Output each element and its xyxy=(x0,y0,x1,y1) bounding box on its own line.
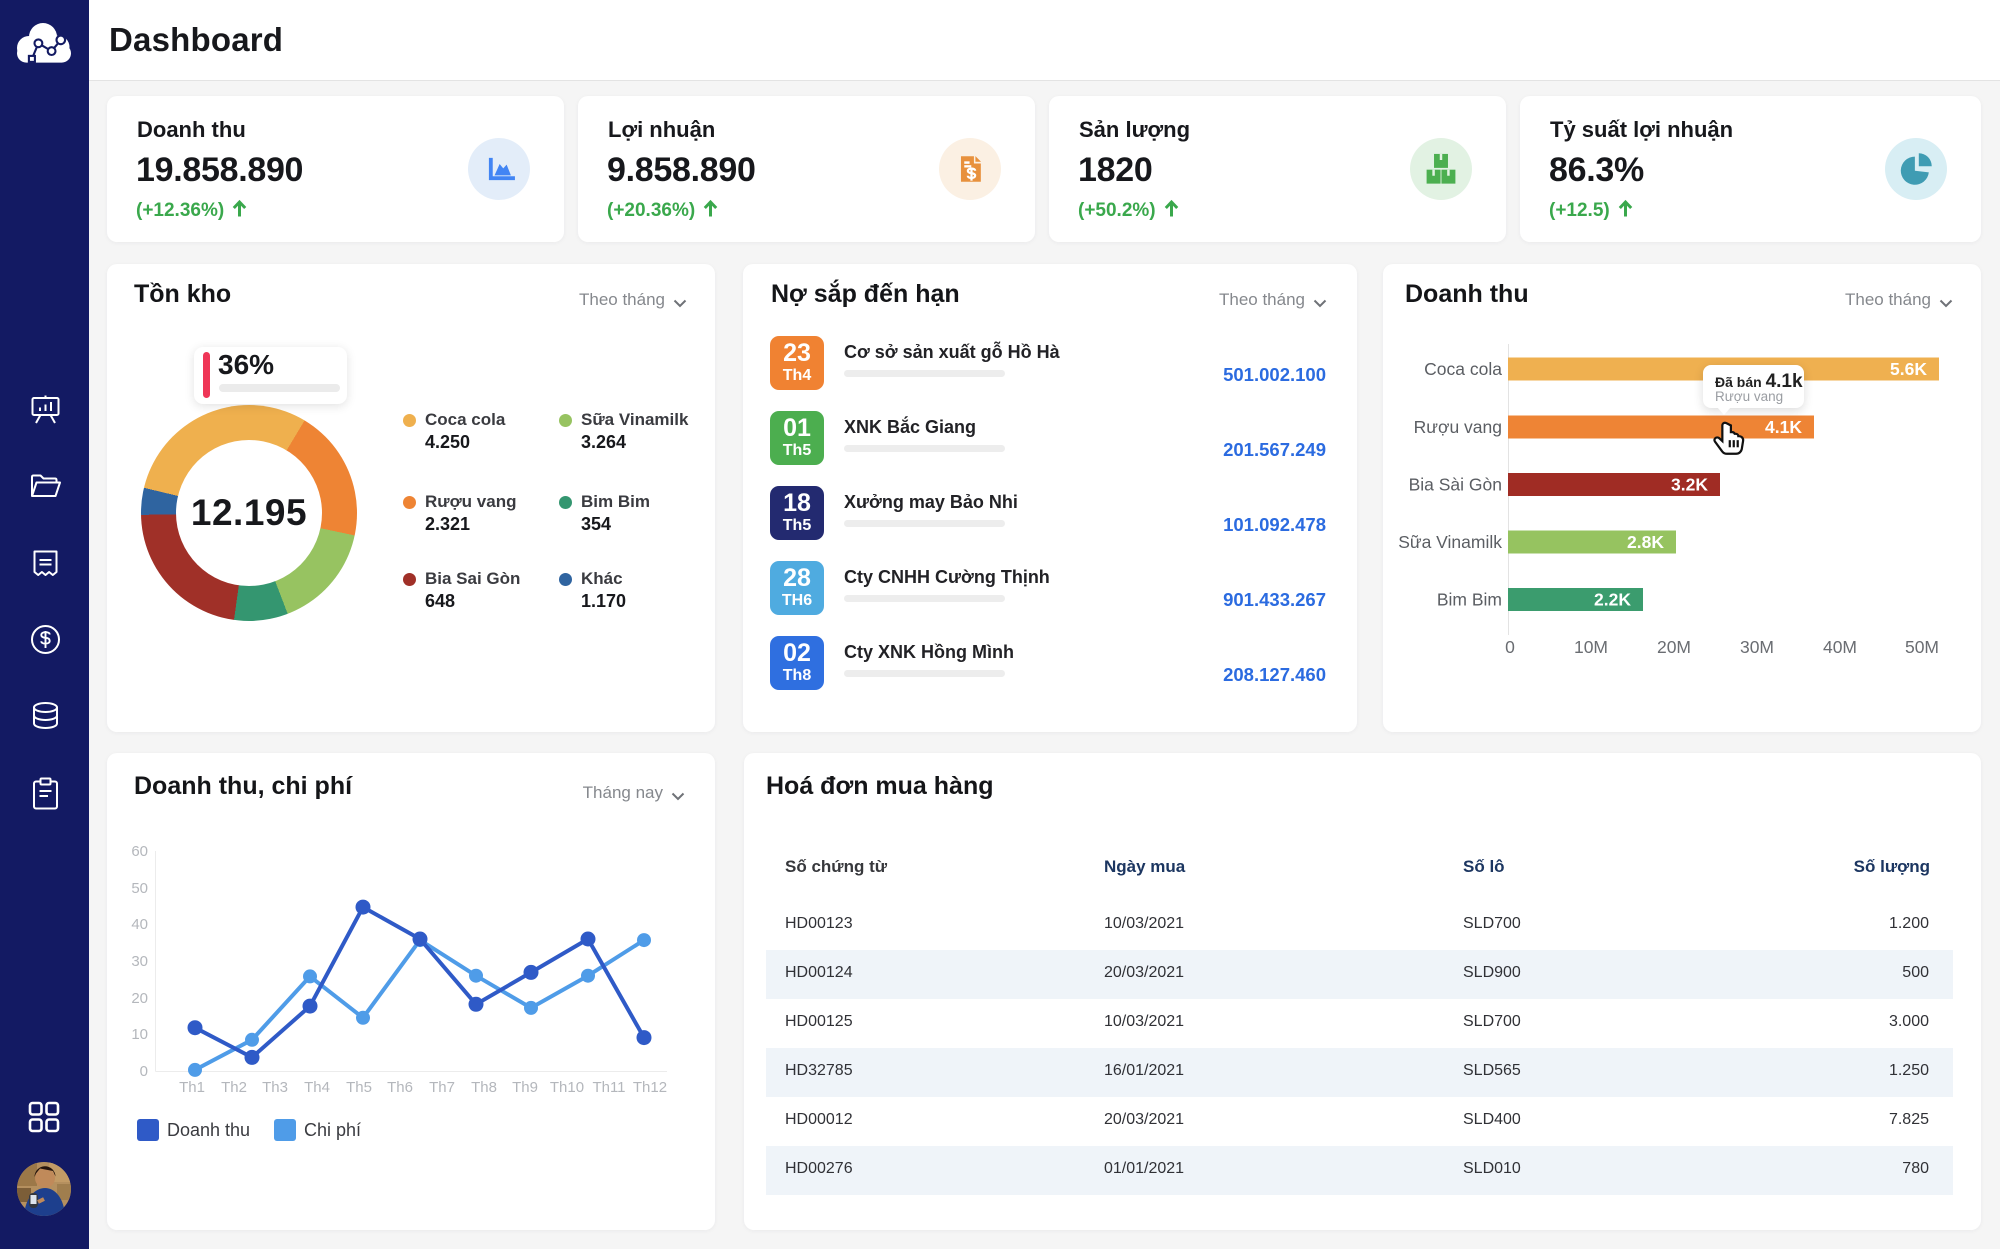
svg-text:Coca cola: Coca cola xyxy=(1424,359,1502,379)
svg-text:Th1: Th1 xyxy=(179,1079,205,1096)
svg-text:40M: 40M xyxy=(1823,637,1857,657)
svg-text:5.6K: 5.6K xyxy=(1890,359,1927,379)
svg-text:Sữa Vinamilk: Sữa Vinamilk xyxy=(1398,532,1502,552)
svg-text:30M: 30M xyxy=(1740,637,1774,657)
svg-text:50M: 50M xyxy=(1905,637,1939,657)
svg-text:Rượu vang: Rượu vang xyxy=(1414,417,1502,437)
svg-text:60: 60 xyxy=(131,843,148,860)
svg-text:Chi phí: Chi phí xyxy=(304,1120,361,1140)
svg-text:Th9: Th9 xyxy=(512,1079,538,1096)
svg-text:0: 0 xyxy=(1505,637,1515,657)
svg-text:20M: 20M xyxy=(1657,637,1691,657)
svg-text:Th8: Th8 xyxy=(471,1079,497,1096)
svg-text:Th10: Th10 xyxy=(550,1079,584,1096)
svg-text:Th5: Th5 xyxy=(346,1079,372,1096)
svg-text:Th3: Th3 xyxy=(262,1079,288,1096)
svg-text:Th7: Th7 xyxy=(429,1079,455,1096)
svg-text:2.8K: 2.8K xyxy=(1627,532,1664,552)
svg-text:Th2: Th2 xyxy=(221,1079,247,1096)
svg-text:0: 0 xyxy=(140,1063,148,1080)
svg-text:Bim Bim: Bim Bim xyxy=(1437,590,1502,610)
svg-text:30: 30 xyxy=(131,953,148,970)
svg-text:50: 50 xyxy=(131,880,148,897)
svg-text:4.1K: 4.1K xyxy=(1765,417,1802,437)
svg-text:20: 20 xyxy=(131,990,148,1007)
svg-text:40: 40 xyxy=(131,916,148,933)
svg-text:Doanh thu: Doanh thu xyxy=(167,1120,250,1140)
svg-text:Th6: Th6 xyxy=(387,1079,413,1096)
svg-text:2.2K: 2.2K xyxy=(1594,590,1631,610)
svg-text:Bia Sài Gòn: Bia Sài Gòn xyxy=(1409,475,1502,495)
svg-text:3.2K: 3.2K xyxy=(1671,475,1708,495)
svg-text:Th4: Th4 xyxy=(304,1079,330,1096)
svg-text:Th12: Th12 xyxy=(633,1079,667,1096)
svg-text:Th11: Th11 xyxy=(592,1079,625,1096)
svg-text:10M: 10M xyxy=(1574,637,1608,657)
svg-text:10: 10 xyxy=(131,1026,148,1043)
